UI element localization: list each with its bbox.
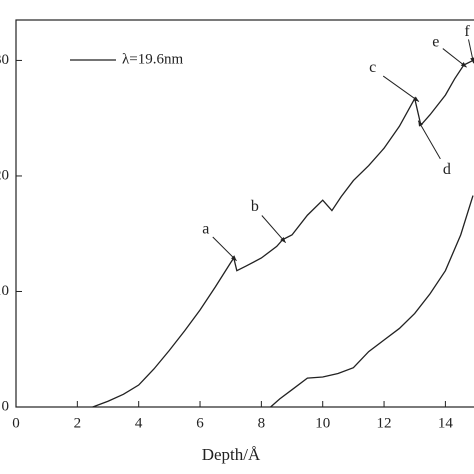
annotation-arrowhead [280,236,286,243]
x-tick-label: 0 [12,415,20,431]
annotation: d [443,161,451,178]
annotation: e [432,34,439,51]
y-tick-label: 0 [2,398,10,414]
annotation-arrowhead [418,120,424,127]
annotation-arrowhead [460,62,467,68]
annotation: b [251,198,259,215]
x-tick-label: 6 [196,415,204,431]
plot-frame [15,19,474,408]
y-tick-label: 10 [0,283,9,299]
annotation: c [369,59,376,76]
annotation: f [464,23,470,40]
annotation-arrow [212,236,237,262]
data-line [270,195,474,408]
x-tick-label: 8 [258,415,266,431]
x-tick-label: 10 [315,415,330,431]
annotation-arrowhead [413,96,419,102]
annotation-arrowhead [231,255,237,261]
x-tick-label: 14 [438,415,454,431]
annotation-arrow [261,215,287,244]
x-tick-label: 2 [74,415,82,431]
annotation-arrow [417,120,441,160]
y-tick-label: 20 [0,167,9,183]
annotation: a [202,221,209,238]
x-tick-label: 12 [377,415,392,431]
annotation-arrow [382,75,420,102]
y-tick-label: 30 [0,52,9,68]
x-tick-label: 4 [135,415,143,431]
annotation-arrowhead [470,57,474,64]
legend-label: λ=19.6nm [122,51,183,67]
x-axis-label: Depth/Å [202,445,261,464]
data-line [92,59,474,408]
